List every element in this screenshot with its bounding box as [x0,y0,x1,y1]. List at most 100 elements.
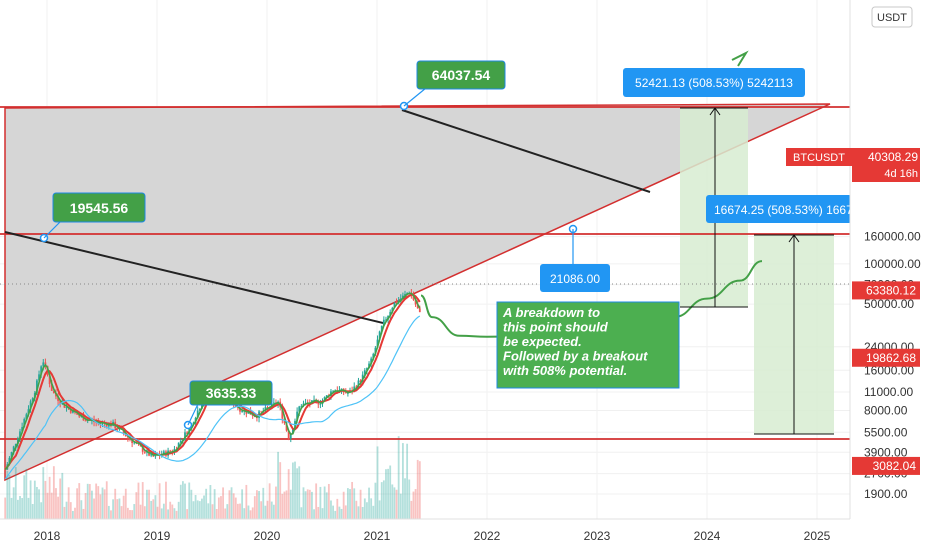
volume-bar [209,485,212,519]
volume-bar [177,501,180,519]
volume-bar [211,504,214,519]
volume-bar [14,467,17,519]
time-scale[interactable] [0,519,932,550]
candle-body [363,370,366,375]
callout-high-2021[interactable]: 64037.54 [416,60,506,90]
volume-bar [27,497,30,519]
volume-bar [406,443,409,519]
candle-body [40,366,43,375]
time-tick-label: 2025 [804,529,831,543]
volume-bar [311,491,313,519]
candle-body [57,396,59,401]
volume-bar [137,482,140,519]
volume-bar [80,500,83,519]
volume-bar [95,483,98,519]
volume-bar [93,498,95,519]
volume-bar [124,488,127,519]
volume-bar [220,496,222,519]
candle-body [76,412,79,415]
volume-bar [236,503,239,519]
volume-bar [317,506,320,519]
callout-high-2017[interactable]: 19545.56 [52,192,146,223]
volume-bar [150,500,153,519]
volume-bar [139,504,142,519]
volume-bar [160,508,163,519]
volume-bar [353,488,356,519]
candle-body [179,440,182,443]
volume-bar [296,468,299,519]
volume-bar [275,486,277,519]
volume-bar [74,507,76,519]
candle-body [325,395,328,398]
volume-bar [57,496,59,519]
volume-bar [321,508,324,519]
candle-body [296,411,299,421]
time-tick-label: 2018 [34,529,61,543]
candle-body [416,304,419,309]
volume-bar [332,505,334,519]
volume-bar [349,489,351,519]
volume-bar [397,436,400,519]
callout-low-2018[interactable]: 3635.33 [189,380,273,406]
annotation-note[interactable]: A breakdown to this point should be expect… [496,301,680,389]
candle-body [29,401,32,410]
volume-bar [251,507,254,519]
candle-body [380,325,383,332]
volume-bar [344,505,347,519]
level-badge[interactable]: 3082.04 [852,456,920,475]
volume-bar [234,497,237,519]
volume-bar [380,482,383,519]
volume-bar [4,497,7,519]
candle-body [23,419,26,428]
candle-body [251,414,254,416]
candle-body [31,398,34,402]
volume-bar [279,462,282,519]
volume-bar [86,483,89,519]
volume-bar [285,490,288,519]
callout-projected-low[interactable]: 21086.00 [540,264,610,292]
volume-bar [179,484,182,519]
volume-bar [268,483,271,519]
volume-bar [387,468,389,519]
volume-bar [359,489,362,519]
volume-bar [408,479,411,519]
currency-badge[interactable]: USDT [871,6,913,28]
volume-bar [55,488,57,519]
symbol-price-badge[interactable]: BTCUSDT 40308.29 4d 16h [786,148,920,182]
volume-bar [414,489,417,519]
volume-bar [44,480,47,519]
volume-bar [287,469,290,519]
level-badge[interactable]: 19862.68 [852,348,920,367]
time-tick-labels: 2018 2019 2020 2021 2022 2023 2024 2025 [34,529,831,543]
volume-bar [6,470,9,519]
level-badge[interactable]: 63380.12 [852,281,920,300]
candle-body [27,409,30,415]
volume-bar [378,500,381,519]
candle-body [12,446,15,453]
volume-bar [304,491,307,519]
symbol-name: BTCUSDT [793,152,845,164]
candle-body [395,302,398,304]
volume-bar [152,499,155,519]
volume-bar [23,475,26,519]
candle-body [38,374,40,381]
volume-bar [395,489,398,519]
price-tick-label: 8000.00 [864,404,908,418]
callout-projection-2[interactable]: 16674.25 (508.53%) 1667 [706,195,853,223]
volume-bar [52,466,55,519]
time-tick-label: 2021 [364,529,391,543]
volume-bar [272,504,275,519]
volume-bar [300,507,303,519]
price-scale[interactable] [850,0,932,519]
volume-bar [336,498,339,519]
volume-bar [143,506,146,519]
candle-body [391,307,394,312]
volume-bar [165,481,167,519]
price-tick-label: 5500.00 [864,425,908,439]
volume-bar [222,487,224,519]
volume-bar [215,508,218,519]
callout-projection-1[interactable]: 52421.13 (508.53%) 5242113 [623,68,805,97]
volume-bar [361,506,364,519]
level-badge-text: 19862.68 [866,351,916,365]
